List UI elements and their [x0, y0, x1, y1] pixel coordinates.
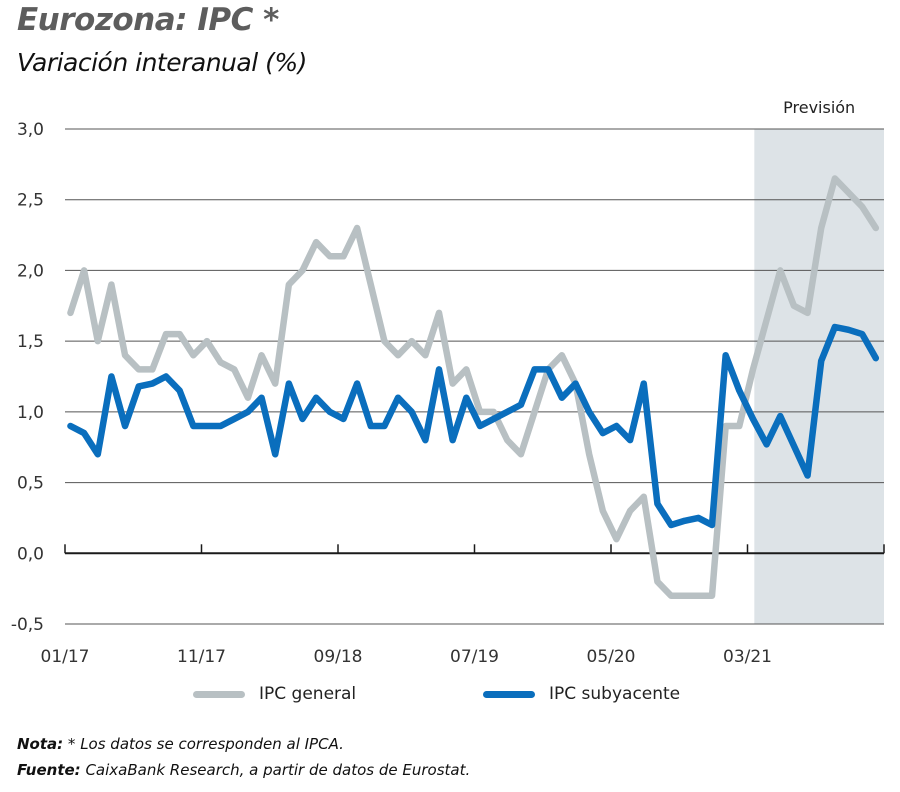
line-chart: Previsión -0,5 0,0 0,5 1,0 1,5 2,0 2,5 3,0 01/1… [11, 98, 885, 667]
y-tick-label: 3,0 [17, 120, 44, 140]
legend-swatch-ipc-general [193, 690, 245, 698]
x-tick-label: 03/21 [723, 647, 772, 667]
y-tick-label: 0,0 [17, 544, 44, 564]
x-tick-label: 11/17 [177, 647, 226, 667]
x-tick-label: 05/20 [587, 647, 636, 667]
y-tick-label: 2,0 [17, 261, 44, 281]
y-tick-label: -0,5 [11, 615, 44, 635]
note-line: Nota: * Los datos se corresponden al IPC… [17, 731, 470, 757]
x-tick-label: 07/19 [450, 647, 499, 667]
series-lines [67, 175, 880, 599]
legend-label-ipc-subyacente: IPC subyacente [549, 684, 681, 704]
series-line-ipc-general [67, 175, 880, 599]
forecast-label: Previsión [783, 98, 855, 117]
source-label: Fuente: [17, 761, 81, 779]
legend: IPC general IPC subyacente [0, 684, 900, 710]
footnotes: Nota: * Los datos se corresponden al IPC… [17, 731, 470, 783]
y-tick-label: 2,5 [17, 191, 44, 211]
legend-label-ipc-general: IPC general [259, 684, 357, 704]
x-tick-label: 01/17 [41, 647, 90, 667]
y-tick-label: 1,0 [17, 403, 44, 423]
note-label: Nota: [17, 735, 64, 753]
note-text: * Los datos se corresponden al IPCA. [63, 735, 344, 753]
legend-swatch-ipc-subyacente [483, 690, 535, 698]
source-line: Fuente: CaixaBank Research, a partir de … [17, 757, 470, 783]
series-line-ipc-subyacente [67, 323, 880, 529]
y-tick-label: 1,5 [17, 332, 44, 352]
legend-item-ipc-general: IPC general [193, 684, 356, 704]
x-tick-label: 09/18 [314, 647, 363, 667]
x-axis: 01/17 11/17 09/18 07/19 05/20 03/21 [41, 544, 885, 667]
chart-title: Eurozona: IPC * [17, 2, 279, 38]
source-text: CaixaBank Research, a partir de datos de… [80, 761, 471, 779]
y-axis-labels: -0,5 0,0 0,5 1,0 1,5 2,0 2,5 3,0 [11, 120, 44, 635]
legend-item-ipc-subyacente: IPC subyacente [483, 684, 680, 704]
y-tick-label: 0,5 [17, 474, 44, 494]
chart-subtitle: Variación interanual (%) [17, 48, 307, 77]
